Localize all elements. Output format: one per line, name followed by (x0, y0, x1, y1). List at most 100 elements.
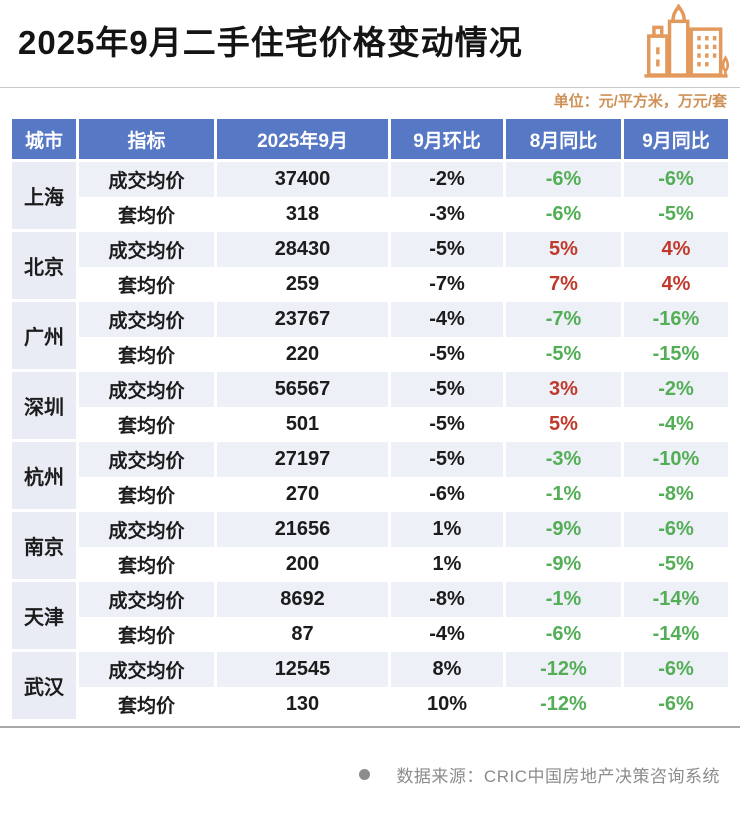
city-rows: 成交均价 28430 -5% 5% 4% 套均价 259 -7% 7% 4% (79, 232, 728, 302)
city-cell: 南京 (12, 512, 76, 582)
mom-cell: -4% (391, 302, 503, 337)
sep-yoy-cell: -16% (624, 302, 728, 337)
sep-price-cell: 56567 (217, 372, 388, 407)
sep-yoy-cell: -6% (624, 512, 728, 547)
aug-yoy-cell: -12% (506, 652, 621, 687)
page-title: 2025年9月二手住宅价格变动情况 (18, 24, 523, 61)
sep-price-cell: 87 (291, 623, 314, 645)
sep-yoy-cell: 4% (661, 273, 691, 295)
column-header-2: 2025年9月 (217, 119, 388, 159)
mom-cell: -5% (391, 372, 503, 407)
aug-yoy-cell: 7% (549, 273, 578, 295)
indicator-cell: 成交均价 (79, 302, 214, 337)
table-row: 成交均价 28430 -5% 5% 4% (79, 232, 728, 267)
sep-yoy-cell: -2% (624, 372, 728, 407)
indicator-cell: 套均价 (117, 346, 175, 367)
table-row: 套均价 270 -6% -1% -8% (79, 477, 728, 512)
aug-yoy-cell: 5% (506, 232, 621, 267)
indicator-cell: 成交均价 (79, 372, 214, 407)
mom-cell: 10% (426, 693, 468, 715)
indicator-cell: 套均价 (117, 206, 175, 227)
table-row: 套均价 130 10% -12% -6% (79, 687, 728, 722)
sep-price-cell: 318 (285, 203, 320, 225)
sep-price-cell: 12545 (217, 652, 388, 687)
sep-yoy-cell: -4% (658, 413, 694, 435)
aug-yoy-cell: -9% (506, 512, 621, 547)
city-rows: 成交均价 27197 -5% -3% -10% 套均价 270 -6% -1% -8% (79, 442, 728, 512)
unit-note: 单位：元/平方米，万元/套 (553, 93, 727, 110)
title-divider (0, 87, 740, 88)
city-rows: 成交均价 56567 -5% 3% -2% 套均价 501 -5% 5% -4% (79, 372, 728, 442)
sep-price-cell: 23767 (217, 302, 388, 337)
mom-cell: 1% (432, 553, 462, 575)
column-header-3: 9月环比 (391, 119, 503, 159)
aug-yoy-cell: -7% (506, 302, 621, 337)
table-row: 成交均价 56567 -5% 3% -2% (79, 372, 728, 407)
indicator-cell: 套均价 (117, 556, 175, 577)
column-header-1: 指标 (79, 119, 214, 159)
sep-price-cell: 21656 (217, 512, 388, 547)
sep-yoy-cell: -14% (624, 582, 728, 617)
indicator-cell: 套均价 (117, 276, 175, 297)
mom-cell: 1% (391, 512, 503, 547)
city-block: 深圳 成交均价 56567 -5% 3% -2% 套均价 501 -5% 5% -4% (12, 372, 728, 442)
dot-icon (359, 769, 371, 780)
city-rows: 成交均价 21656 1% -9% -6% 套均价 200 1% -9% -5% (79, 512, 728, 582)
aug-yoy-cell: -1% (545, 483, 582, 505)
table-bottom-divider (0, 726, 740, 728)
aug-yoy-cell: -9% (545, 553, 582, 575)
city-cell: 深圳 (12, 372, 76, 442)
table-row: 成交均价 8692 -8% -1% -14% (79, 582, 728, 617)
table-row: 成交均价 23767 -4% -7% -16% (79, 302, 728, 337)
sep-price-cell: 37400 (217, 162, 388, 197)
mom-cell: 8% (391, 652, 503, 687)
table-header-row: 城市 指标 2025年9月 9月环比 8月同比 9月同比 (12, 119, 728, 159)
sep-yoy-cell: -15% (652, 343, 700, 365)
table-row: 成交均价 37400 -2% -6% -6% (79, 162, 728, 197)
sep-yoy-cell: -5% (658, 203, 694, 225)
sep-price-cell: 200 (285, 553, 320, 575)
city-block: 武汉 成交均价 12545 8% -12% -6% 套均价 130 10% -12% -6% (12, 652, 728, 722)
city-rows: 成交均价 23767 -4% -7% -16% 套均价 220 -5% -5% -15% (79, 302, 728, 372)
table-row: 套均价 220 -5% -5% -15% (79, 337, 728, 372)
table-row: 成交均价 27197 -5% -3% -10% (79, 442, 728, 477)
mom-cell: -8% (391, 582, 503, 617)
indicator-cell: 套均价 (117, 626, 175, 647)
indicator-cell: 成交均价 (79, 162, 214, 197)
city-cell: 武汉 (12, 652, 76, 722)
indicator-cell: 成交均价 (79, 442, 214, 477)
sep-yoy-cell: -14% (652, 623, 700, 645)
city-rows: 成交均价 12545 8% -12% -6% 套均价 130 10% -12% -6% (79, 652, 728, 722)
city-block: 南京 成交均价 21656 1% -9% -6% 套均价 200 1% -9% -5% (12, 512, 728, 582)
mom-cell: -5% (391, 442, 503, 477)
city-cell: 广州 (12, 302, 76, 372)
indicator-cell: 成交均价 (79, 232, 214, 267)
aug-yoy-cell: -12% (540, 693, 587, 715)
mom-cell: -5% (429, 343, 465, 365)
mom-cell: -5% (391, 232, 503, 267)
data-source-text: 数据来源：CRIC中国房地产决策咨询系统 (396, 767, 720, 786)
indicator-cell: 套均价 (117, 486, 175, 507)
table-row: 套均价 200 1% -9% -5% (79, 547, 728, 582)
aug-yoy-cell: 3% (506, 372, 621, 407)
city-block: 上海 成交均价 37400 -2% -6% -6% 套均价 318 -3% -6% -5% (12, 162, 728, 232)
mom-cell: -5% (429, 413, 465, 435)
sep-yoy-cell: 4% (624, 232, 728, 267)
indicator-cell: 套均价 (117, 416, 175, 437)
city-block: 天津 成交均价 8692 -8% -1% -14% 套均价 87 -4% -6% -14% (12, 582, 728, 652)
footer: 数据来源：CRIC中国房地产决策咨询系统 (0, 762, 740, 787)
column-header-5: 9月同比 (624, 119, 728, 159)
table-row: 套均价 318 -3% -6% -5% (79, 197, 728, 232)
aug-yoy-cell: -6% (506, 162, 621, 197)
header-area: 2025年9月二手住宅价格变动情况 (0, 0, 740, 87)
city-block: 杭州 成交均价 27197 -5% -3% -10% 套均价 270 -6% -1% -8% (12, 442, 728, 512)
indicator-cell: 套均价 (117, 696, 175, 717)
table-row: 套均价 87 -4% -6% -14% (79, 617, 728, 652)
mom-cell: -2% (391, 162, 503, 197)
city-cell: 北京 (12, 232, 76, 302)
sep-price-cell: 27197 (217, 442, 388, 477)
indicator-cell: 成交均价 (79, 652, 214, 687)
column-header-4: 8月同比 (506, 119, 621, 159)
mom-cell: -4% (429, 623, 465, 645)
